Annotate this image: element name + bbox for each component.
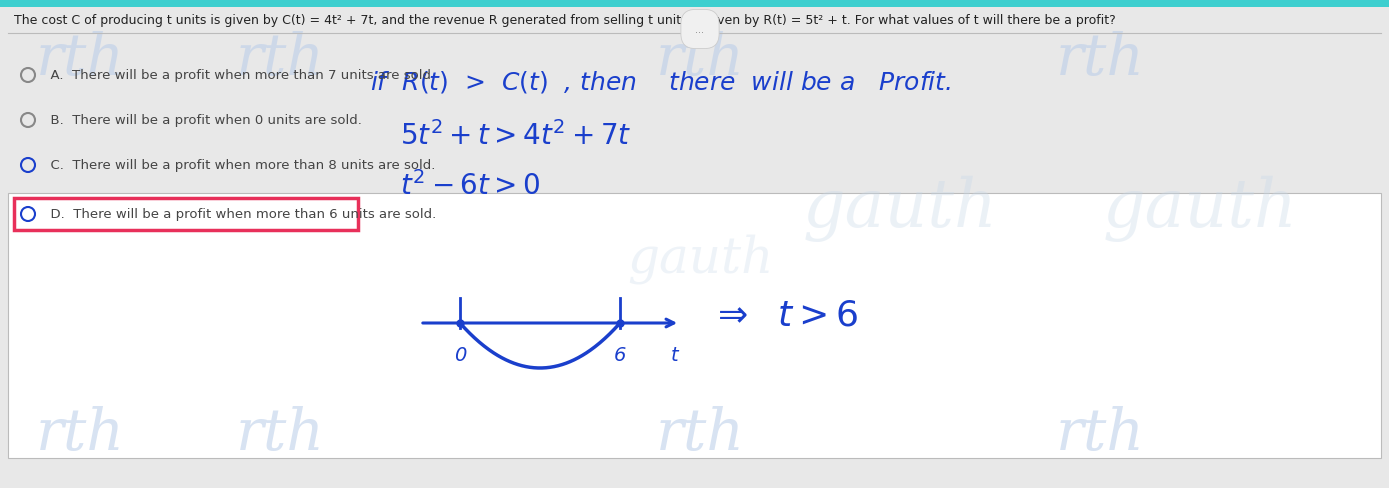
Text: The cost C of producing t units is given by C(t) = 4t² + 7t, and the revenue R g: The cost C of producing t units is given…: [14, 14, 1115, 27]
Text: $5t^2+t > 4 t^2+7t$: $5t^2+t > 4 t^2+7t$: [400, 121, 632, 151]
Text: 6: 6: [614, 346, 626, 364]
Text: rth: rth: [656, 405, 745, 461]
Text: $t^2 -6t >0$: $t^2 -6t >0$: [400, 171, 540, 201]
Text: A.  There will be a profit when more than 7 units are sold: A. There will be a profit when more than…: [42, 69, 431, 82]
Text: gauth: gauth: [803, 176, 997, 242]
Text: t: t: [671, 346, 679, 364]
Text: gauth: gauth: [1103, 176, 1297, 242]
Text: rth: rth: [236, 31, 325, 87]
FancyBboxPatch shape: [14, 199, 358, 230]
Text: rth: rth: [1056, 31, 1145, 87]
Text: rth: rth: [236, 405, 325, 461]
Text: C.  There will be a profit when more than 8 units are sold.: C. There will be a profit when more than…: [42, 159, 435, 172]
FancyBboxPatch shape: [0, 0, 1389, 8]
Text: rth: rth: [1056, 405, 1145, 461]
Text: if  $R(t)$  >  $C(t)$  , then    there  will be a   Profit.: if $R(t)$ > $C(t)$ , then there will be …: [369, 69, 951, 95]
FancyBboxPatch shape: [8, 194, 1381, 458]
Text: gauth: gauth: [626, 234, 774, 284]
Text: $\Rightarrow$  $t>6$: $\Rightarrow$ $t>6$: [710, 298, 858, 332]
Text: 0: 0: [454, 346, 467, 364]
Text: D.  There will be a profit when more than 6 units are sold.: D. There will be a profit when more than…: [42, 208, 436, 221]
Text: rth: rth: [36, 31, 125, 87]
Text: rth: rth: [656, 31, 745, 87]
Text: rth: rth: [36, 405, 125, 461]
Text: B.  There will be a profit when 0 units are sold.: B. There will be a profit when 0 units a…: [42, 114, 363, 127]
Text: ...: ...: [696, 25, 704, 35]
